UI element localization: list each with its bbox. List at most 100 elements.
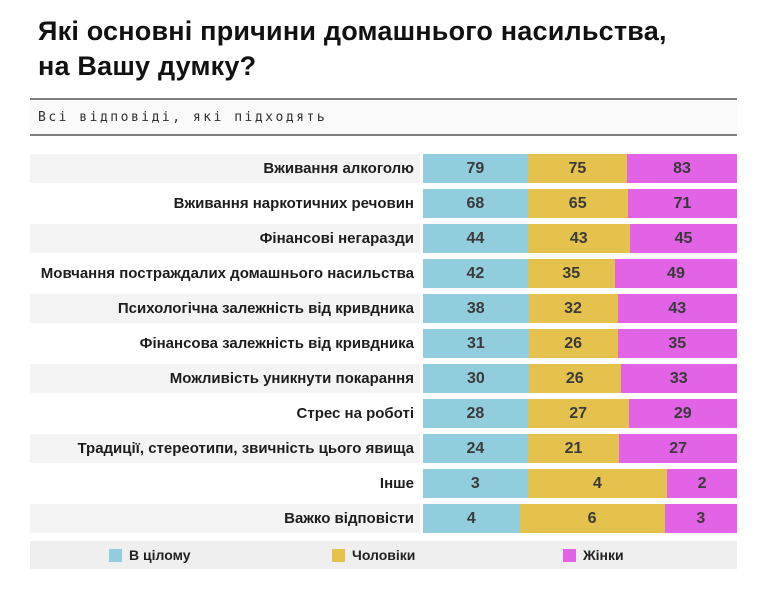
bar-segment: 45 — [629, 224, 737, 253]
bar-segment: 27 — [619, 434, 737, 463]
row-label: Фінансові негаразди — [30, 224, 420, 253]
row-bars: 79 75 83 — [423, 154, 737, 183]
chart-row: Фінансові негаразди 44 43 45 — [30, 224, 737, 253]
row-bars: 44 43 45 — [423, 224, 737, 253]
bar-value: 43 — [668, 299, 687, 317]
bar-segment: 35 — [617, 329, 737, 358]
bar-value: 27 — [569, 404, 588, 422]
bar-segment: 2 — [667, 469, 738, 498]
legend-swatch-men — [332, 548, 345, 562]
bar-value: 4 — [466, 509, 476, 527]
legend-item-overall: В цілому — [109, 541, 191, 569]
row-label: Стрес на роботі — [296, 404, 414, 422]
bar-value: 24 — [466, 439, 485, 457]
bar-segment: 26 — [528, 364, 621, 393]
row-label: Мовчання постраждалих домашнього насильс… — [40, 264, 414, 282]
bar-value: 49 — [667, 264, 685, 282]
bar-segment: 21 — [527, 434, 620, 463]
row-label: Важко відповісти — [30, 504, 420, 533]
bar-value: 2 — [697, 474, 707, 492]
bar-value: 71 — [673, 194, 692, 212]
chart-title: Які основні причини домашнього насильств… — [38, 16, 667, 81]
bar-value: 27 — [669, 439, 688, 457]
legend: В цілому Чоловіки Жінки — [30, 541, 737, 569]
bar-segment: 68 — [423, 189, 528, 218]
row-bars: 24 21 27 — [423, 434, 737, 463]
stacked-bar-chart: Вживання алкоголю 79 75 83 Вживання наркотич… — [30, 154, 738, 533]
bar-segment: 30 — [423, 364, 529, 393]
chart-row: Вживання наркотичних речовин 68 65 71 — [30, 189, 737, 218]
bar-value: 26 — [564, 334, 583, 352]
legend-item-men: Чоловіки — [332, 541, 415, 569]
bar-value: 83 — [673, 159, 691, 177]
bar-value: 65 — [568, 194, 587, 212]
bar-value: 3 — [696, 509, 706, 527]
bar-segment: 26 — [528, 329, 618, 358]
bar-segment: 35 — [527, 259, 615, 288]
bar-segment: 29 — [628, 399, 737, 428]
chart-row: Інше 3 4 2 — [30, 469, 738, 498]
chart-rows: Вживання алкоголю 79 75 83 Вживання наркотич… — [30, 154, 738, 533]
bar-segment: 31 — [423, 329, 529, 358]
chart-row: Традиції, стереотипи, звичність цього яв… — [30, 434, 737, 463]
bar-value: 75 — [568, 159, 587, 177]
row-label: Інше — [379, 474, 414, 492]
row-label: Психологічна залежність від кривдника — [30, 294, 420, 323]
legend-item-women: Жінки — [563, 541, 624, 569]
bar-value: 4 — [593, 474, 602, 492]
row-label: Вживання алкоголю — [30, 154, 420, 183]
bar-segment: 49 — [614, 259, 737, 288]
bar-segment: 6 — [519, 504, 665, 533]
bar-value: 45 — [674, 229, 693, 247]
chart-row: Психологічна залежність від кривдника 38 3… — [30, 294, 737, 323]
legend-label-women: Жінки — [583, 547, 624, 563]
bar-value: 21 — [564, 439, 583, 457]
bar-segment: 43 — [617, 294, 737, 323]
bar-value: 30 — [467, 369, 485, 387]
bar-segment: 44 — [423, 224, 528, 253]
row-bars: 42 35 49 — [423, 259, 737, 288]
bar-segment: 32 — [528, 294, 618, 323]
bar-segment: 4 — [527, 469, 668, 498]
row-bars: 68 65 71 — [423, 189, 737, 218]
chart-row: Можливість уникнути покарання 30 26 33 — [30, 364, 737, 393]
bar-segment: 3 — [423, 469, 528, 498]
bar-value: 26 — [565, 369, 584, 387]
bar-segment: 79 — [423, 154, 528, 183]
row-bars: 30 26 33 — [423, 364, 737, 393]
filter-note-text: Всі відповіді, які підходять — [38, 110, 328, 125]
row-bars: 28 27 29 — [423, 399, 737, 428]
chart-row: Стрес на роботі 28 27 29 — [30, 399, 737, 428]
bar-segment: 3 — [664, 504, 737, 533]
bar-segment: 24 — [423, 434, 528, 463]
row-bars: 4 6 3 — [423, 504, 737, 533]
bar-value: 35 — [668, 334, 687, 352]
bar-value: 32 — [564, 299, 582, 317]
bar-segment: 42 — [423, 259, 528, 288]
filter-note: Всі відповіді, які підходять — [30, 98, 737, 136]
row-label: Фінансова залежність від кривдника — [139, 334, 414, 352]
bar-segment: 65 — [527, 189, 628, 218]
chart-row: Вживання алкоголю 79 75 83 — [30, 154, 737, 183]
bar-value: 29 — [673, 404, 692, 422]
bar-segment: 71 — [627, 189, 737, 218]
row-bars: 3 4 2 — [423, 469, 738, 498]
bar-value: 44 — [466, 229, 485, 247]
legend-label-men: Чоловіки — [352, 547, 416, 563]
bar-segment: 83 — [627, 154, 737, 183]
chart-row: Фінансова залежність від кривдника 31 26 35 — [30, 329, 737, 358]
row-label: Вживання наркотичних речовин — [173, 194, 414, 212]
legend-swatch-overall — [109, 548, 122, 562]
legend-swatch-women — [563, 548, 576, 562]
row-bars: 38 32 43 — [423, 294, 737, 323]
chart-row: Важко відповісти 4 6 3 — [30, 504, 737, 533]
row-bars: 31 26 35 — [423, 329, 737, 358]
bar-value: 38 — [466, 299, 485, 317]
bar-value: 33 — [669, 369, 688, 387]
legend-label-overall: В цілому — [129, 547, 191, 563]
chart-row: Мовчання постраждалих домашнього насильс… — [30, 259, 737, 288]
bar-value: 35 — [562, 264, 581, 282]
bar-value: 42 — [466, 264, 485, 282]
bar-value: 6 — [587, 509, 597, 527]
